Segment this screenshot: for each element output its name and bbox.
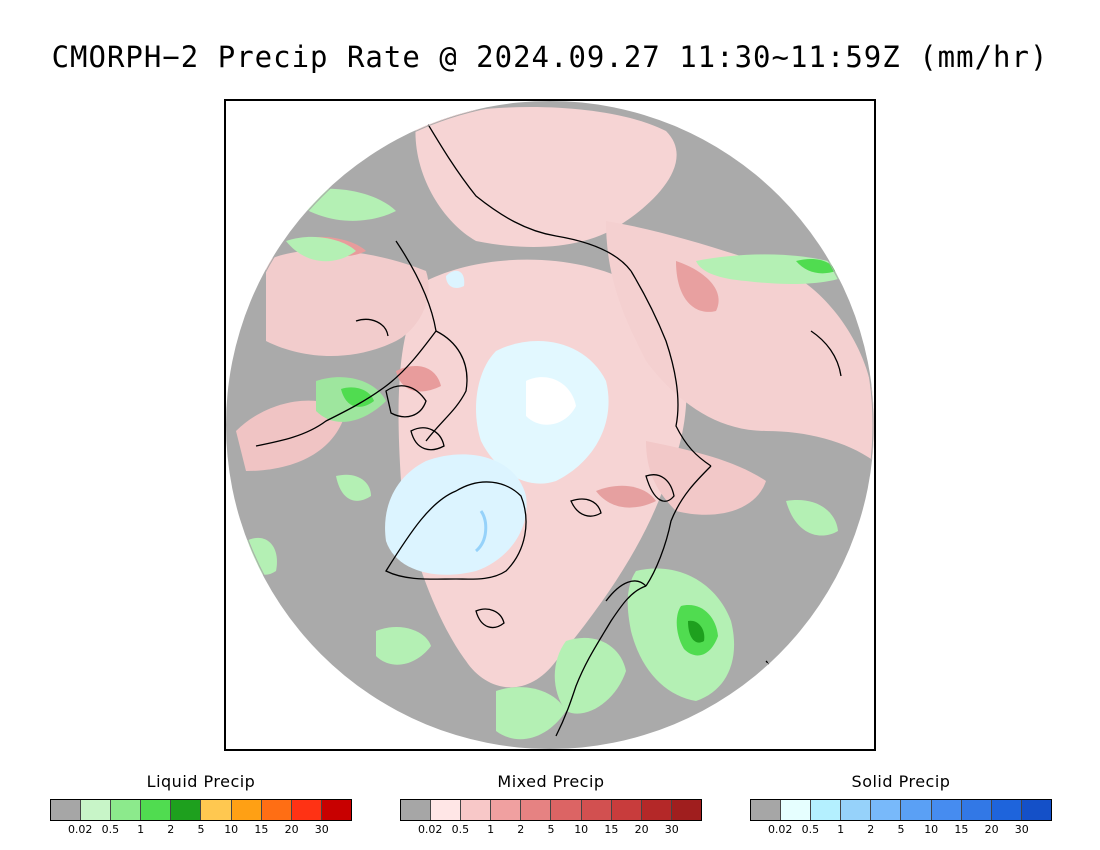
- color-swatch: [931, 800, 962, 820]
- legend-mixed: Mixed Precip 0.02 0.5 1 2 5 10 15 20 30: [400, 772, 702, 836]
- color-swatch: [81, 800, 112, 820]
- greenland-coast: [385, 481, 527, 580]
- color-swatch: [901, 800, 932, 820]
- tick-label: 2: [167, 823, 175, 836]
- color-swatch: [431, 800, 462, 820]
- tick-labels: 0.02 0.5 1 2 5 10 15 20 30: [400, 821, 702, 836]
- color-swatch: [641, 800, 672, 820]
- tick-label: 20: [284, 823, 299, 836]
- map-panel: [224, 99, 876, 751]
- iceland-coast: [475, 608, 505, 629]
- solid-precip-areas: [385, 270, 609, 575]
- color-bar: [400, 799, 702, 821]
- tick-label: 0.02: [417, 823, 443, 836]
- polar-precip-map: [226, 101, 874, 749]
- color-swatch: [581, 800, 612, 820]
- color-swatch: [201, 800, 232, 820]
- color-bar: [50, 799, 352, 821]
- tick-label: 15: [254, 823, 269, 836]
- legend-title: Liquid Precip: [146, 772, 256, 791]
- novaya-zemlya-coast: [645, 474, 675, 502]
- color-bar: [750, 799, 1052, 821]
- tick-label: 0.02: [67, 823, 93, 836]
- tick-label: 30: [314, 823, 329, 836]
- tick-label: 10: [574, 823, 589, 836]
- color-swatch: [551, 800, 582, 820]
- color-swatch: [291, 800, 322, 820]
- eurasia-arctic-coast: [630, 270, 712, 467]
- alaska-siberia-coast: [425, 120, 632, 272]
- color-swatch: [671, 800, 701, 820]
- color-swatch: [611, 800, 642, 820]
- color-swatch: [111, 800, 142, 820]
- tick-label: 0.5: [801, 823, 820, 836]
- tick-label: 0.02: [767, 823, 793, 836]
- color-swatch: [521, 800, 552, 820]
- tick-labels: 0.02 0.5 1 2 5 10 15 20 30: [750, 821, 1052, 836]
- tick-label: 5: [197, 823, 205, 836]
- color-swatch: [871, 800, 902, 820]
- tick-label: 10: [924, 823, 939, 836]
- tick-label: 20: [634, 823, 649, 836]
- north-america-coast: [255, 240, 437, 447]
- scandinavia-coast: [555, 585, 647, 737]
- color-swatch: [231, 800, 262, 820]
- color-swatch: [1021, 800, 1051, 820]
- legend-liquid: Liquid Precip 0.02 0.5 1 2 5 10 15 20 30: [50, 772, 352, 836]
- color-swatch: [261, 800, 292, 820]
- svalbard-coast: [570, 498, 602, 517]
- color-swatch: [991, 800, 1022, 820]
- color-swatch: [491, 800, 522, 820]
- map-title: CMORPH−2 Precip Rate @ 2024.09.27 11:30~…: [51, 40, 1049, 74]
- tick-label: 30: [664, 823, 679, 836]
- tick-label: 5: [547, 823, 555, 836]
- color-swatch: [811, 800, 842, 820]
- tick-label: 0.5: [101, 823, 120, 836]
- color-swatch: [961, 800, 992, 820]
- color-swatch: [751, 800, 782, 820]
- tick-label: 0.5: [451, 823, 470, 836]
- color-swatch: [141, 800, 172, 820]
- color-swatch: [781, 800, 812, 820]
- tick-label: 10: [224, 823, 239, 836]
- color-swatch: [51, 800, 82, 820]
- legend-solid: Solid Precip 0.02 0.5 1 2 5 10 15 20 30: [750, 772, 1052, 836]
- color-swatch: [841, 800, 872, 820]
- mixed-precip-areas: [236, 107, 874, 688]
- tick-label: 2: [867, 823, 875, 836]
- legend-title: Mixed Precip: [497, 772, 605, 791]
- tick-label: 1: [487, 823, 495, 836]
- color-swatch: [171, 800, 202, 820]
- tick-label: 5: [897, 823, 905, 836]
- tick-label: 15: [954, 823, 969, 836]
- tick-label: 30: [1014, 823, 1029, 836]
- legend-title: Solid Precip: [851, 772, 951, 791]
- color-swatch: [401, 800, 432, 820]
- tick-label: 20: [984, 823, 999, 836]
- color-swatch: [321, 800, 351, 820]
- tick-labels: 0.02 0.5 1 2 5 10 15 20 30: [50, 821, 352, 836]
- tick-label: 2: [517, 823, 525, 836]
- tick-label: 1: [137, 823, 145, 836]
- tick-label: 15: [604, 823, 619, 836]
- tick-label: 1: [837, 823, 845, 836]
- color-swatch: [461, 800, 492, 820]
